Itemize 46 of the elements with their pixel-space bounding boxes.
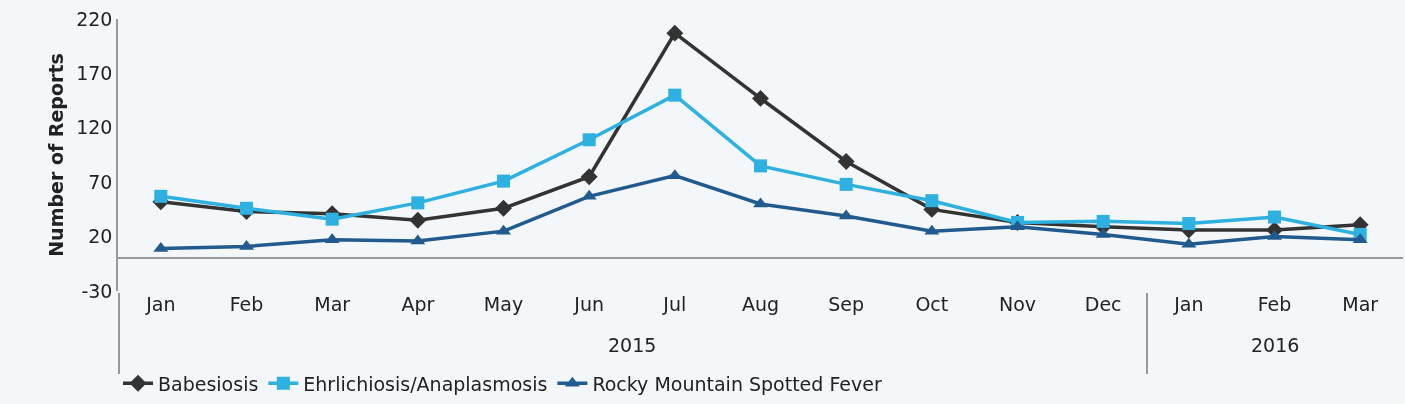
point <box>1268 210 1281 224</box>
point <box>925 194 939 208</box>
legend-label: Babesiosis <box>158 372 259 395</box>
point <box>325 212 339 226</box>
y-tick-label: -30 <box>81 279 113 302</box>
x-tick-label: Apr <box>401 293 435 315</box>
x-tick-label: Jul <box>662 293 687 315</box>
y-tick-label: 70 <box>88 170 113 193</box>
text: 2015 <box>608 334 657 356</box>
x-tick-label: Jan <box>1173 293 1204 315</box>
y-tick-label: 220 <box>76 7 113 30</box>
x-tick-label: Feb <box>229 293 264 315</box>
point <box>495 199 512 217</box>
x-tick-label: Mar <box>1342 293 1379 315</box>
x-tick-label: Feb <box>1257 293 1292 315</box>
x-tick-label: Jun <box>573 293 605 315</box>
x-tick-label: Dec <box>1084 293 1122 315</box>
x-tick-label: May <box>483 293 524 315</box>
point <box>411 196 425 210</box>
point <box>754 159 767 173</box>
point <box>752 89 769 107</box>
x-tick-label: Aug <box>741 293 780 315</box>
legend-label: Rocky Mountain Spotted Fever <box>592 372 882 395</box>
point <box>580 168 598 186</box>
point <box>1096 214 1110 228</box>
point <box>837 153 855 170</box>
point <box>497 174 510 188</box>
point <box>1182 217 1196 231</box>
point <box>409 211 427 229</box>
point <box>839 177 853 191</box>
x-tick-label: Jan <box>145 293 176 315</box>
x-tick-label: Mar <box>314 293 351 315</box>
y-tick-label: 120 <box>76 116 113 139</box>
y-tick-label: 170 <box>76 62 113 85</box>
text: 2016 <box>1251 334 1300 356</box>
point <box>582 133 596 147</box>
point <box>154 189 168 203</box>
point <box>668 88 682 102</box>
x-tick-label: Sep <box>828 293 865 315</box>
x-tick-label: Oct <box>915 293 949 315</box>
y-axis-title: Number of Reports <box>44 53 67 257</box>
point <box>666 24 684 42</box>
point <box>240 201 253 215</box>
y-tick-label: 20 <box>88 225 113 248</box>
x-tick-label: Nov <box>998 293 1037 315</box>
legend-label: Ehrlichiosis/Anaplasmosis <box>303 372 548 395</box>
